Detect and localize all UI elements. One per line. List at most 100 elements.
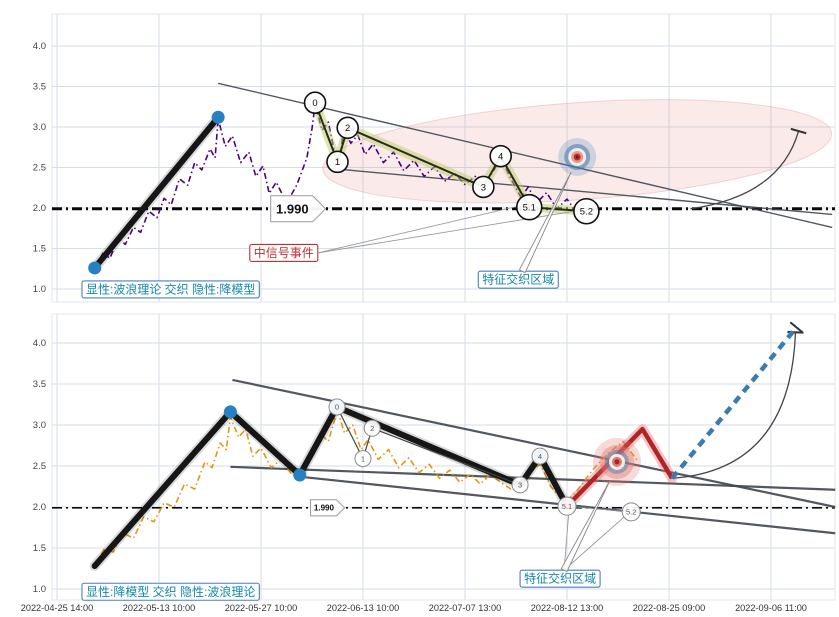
threshold-value: 1.990 bbox=[314, 504, 335, 513]
wave-marker-0 bbox=[303, 91, 327, 114]
wave-marker-2 bbox=[336, 116, 360, 140]
wave-marker-label: 4 bbox=[498, 152, 503, 163]
x-tick-label: 2022-08-12 13:00 bbox=[531, 603, 604, 613]
panel-frame bbox=[51, 313, 836, 601]
wave-marker-label: 5.2 bbox=[580, 207, 593, 218]
annotation-text: 特征交织区域 bbox=[524, 571, 596, 586]
wave-marker-label: 2 bbox=[345, 123, 350, 134]
leader-line bbox=[317, 204, 525, 254]
y-tick-label: 3.0 bbox=[33, 420, 46, 431]
trendline bbox=[232, 378, 836, 509]
wave-marker-label: 3 bbox=[481, 182, 486, 193]
pivot-dot bbox=[293, 468, 307, 482]
price-series bbox=[94, 103, 585, 269]
threshold-arrow-label bbox=[310, 499, 346, 517]
wave-path bbox=[336, 406, 521, 486]
leader-line bbox=[563, 509, 570, 571]
wave-marker-label: 1 bbox=[335, 157, 340, 168]
annotation-red: 中信号事件 bbox=[249, 243, 319, 262]
annotation-box bbox=[81, 582, 260, 601]
annotation-text: 特征交织区域 bbox=[482, 272, 554, 287]
annotation-teal: 特征交织区域 bbox=[477, 270, 559, 289]
annotation-text: 显性:波浪理论 交织 隐性:降模型 bbox=[86, 281, 255, 296]
projection-curve bbox=[690, 130, 800, 210]
pivot-dot bbox=[223, 405, 237, 419]
annotation-box bbox=[519, 569, 601, 588]
target-ring bbox=[575, 155, 579, 159]
impulse-line bbox=[91, 114, 222, 271]
y-tick-label: 1.0 bbox=[33, 284, 46, 295]
leader-line bbox=[563, 514, 627, 571]
wave-marker-label: 5.1 bbox=[523, 203, 536, 214]
x-tick-label: 2022-07-07 13:00 bbox=[429, 603, 502, 613]
pointer-needle bbox=[560, 480, 611, 573]
trendline bbox=[230, 465, 836, 491]
threshold-arrow-label bbox=[270, 195, 327, 223]
wave-marker-5.2 bbox=[573, 197, 600, 225]
y-tick-label: 3.5 bbox=[33, 82, 46, 93]
pointer-needle bbox=[518, 172, 572, 274]
signal-zigzag bbox=[565, 426, 675, 508]
target-marker bbox=[592, 437, 641, 486]
y-tick-label: 2.5 bbox=[33, 163, 46, 174]
wave-marker-5.2 bbox=[621, 502, 641, 522]
end-cap-tick bbox=[790, 127, 807, 135]
wave-marker-label: 3 bbox=[518, 481, 522, 490]
wave-path bbox=[566, 505, 632, 513]
annotation-caption: 显性:降模型 交织 隐性:波浪理论 bbox=[81, 582, 260, 601]
x-tick-label: 2022-09-06 11:00 bbox=[735, 603, 807, 613]
threshold-value: 1.990 bbox=[276, 201, 309, 216]
wave-marker-label: 5.2 bbox=[626, 508, 636, 517]
wave-marker-2 bbox=[363, 419, 381, 437]
y-tick-label: 4.0 bbox=[33, 338, 46, 349]
trendline bbox=[329, 167, 833, 216]
x-tick-label: 2022-06-13 10:00 bbox=[327, 603, 400, 613]
annotation-box bbox=[477, 270, 559, 289]
target-marker bbox=[558, 137, 597, 176]
annotation-teal: 特征交织区域 bbox=[519, 569, 601, 588]
wave-marker-label: 1 bbox=[361, 454, 365, 463]
end-cap-tick bbox=[789, 321, 804, 334]
pivot-dot bbox=[211, 110, 225, 124]
wave-marker-3 bbox=[472, 175, 495, 199]
wave-marker-label: 4 bbox=[538, 452, 542, 461]
x-tick-label: 2022-08-25 09:00 bbox=[633, 603, 706, 613]
wave-marker-4 bbox=[489, 144, 513, 168]
wave-marker-4 bbox=[531, 447, 549, 465]
wave-marker-0 bbox=[328, 398, 346, 416]
annotation-box bbox=[81, 280, 260, 299]
y-tick-label: 3.0 bbox=[33, 122, 46, 133]
y-tick-label: 3.5 bbox=[33, 379, 46, 390]
wave-marker-5.1 bbox=[515, 193, 543, 221]
x-tick-label: 2022-05-13 10:00 bbox=[123, 603, 196, 613]
wave-marker-label: 0 bbox=[312, 98, 317, 109]
annotation-text: 中信号事件 bbox=[254, 245, 314, 260]
y-tick-label: 1.5 bbox=[33, 543, 46, 554]
panel-frame bbox=[51, 13, 836, 303]
wave-marker-1 bbox=[354, 450, 372, 468]
wave-marker-5.1 bbox=[557, 496, 577, 516]
wave-marker-label: 5.1 bbox=[562, 502, 572, 511]
wave-marker-label: 2 bbox=[370, 424, 374, 433]
y-tick-label: 1.5 bbox=[33, 244, 46, 255]
y-tick-label: 1.0 bbox=[33, 584, 46, 595]
y-tick-label: 2.5 bbox=[33, 461, 46, 472]
x-tick-label: 2022-04-25 14:00 bbox=[21, 603, 94, 613]
annotation-caption: 显性:波浪理论 交织 隐性:降模型 bbox=[81, 280, 260, 299]
wave-marker-1 bbox=[326, 150, 349, 174]
annotation-text: 显性:降模型 交织 隐性:波浪理论 bbox=[86, 584, 255, 599]
y-tick-label: 4.0 bbox=[33, 41, 46, 52]
y-tick-label: 2.0 bbox=[33, 203, 46, 214]
x-tick-label: 2022-05-27 10:00 bbox=[225, 603, 298, 613]
model-panel: 1.0 1.5 2.0 2.5 3.0 3.5 4.0 特征交织区域 0 1 2 3 4 5.1 5.2 1.… bbox=[33, 313, 836, 601]
y-tick-label: 2.0 bbox=[33, 502, 46, 513]
pivot-dot bbox=[88, 261, 102, 275]
wave-marker-label: 0 bbox=[335, 403, 339, 412]
projection-dashed-line bbox=[670, 325, 799, 480]
projection-curve bbox=[672, 332, 797, 479]
wave-marker-3 bbox=[511, 476, 529, 494]
target-ring bbox=[614, 459, 620, 465]
